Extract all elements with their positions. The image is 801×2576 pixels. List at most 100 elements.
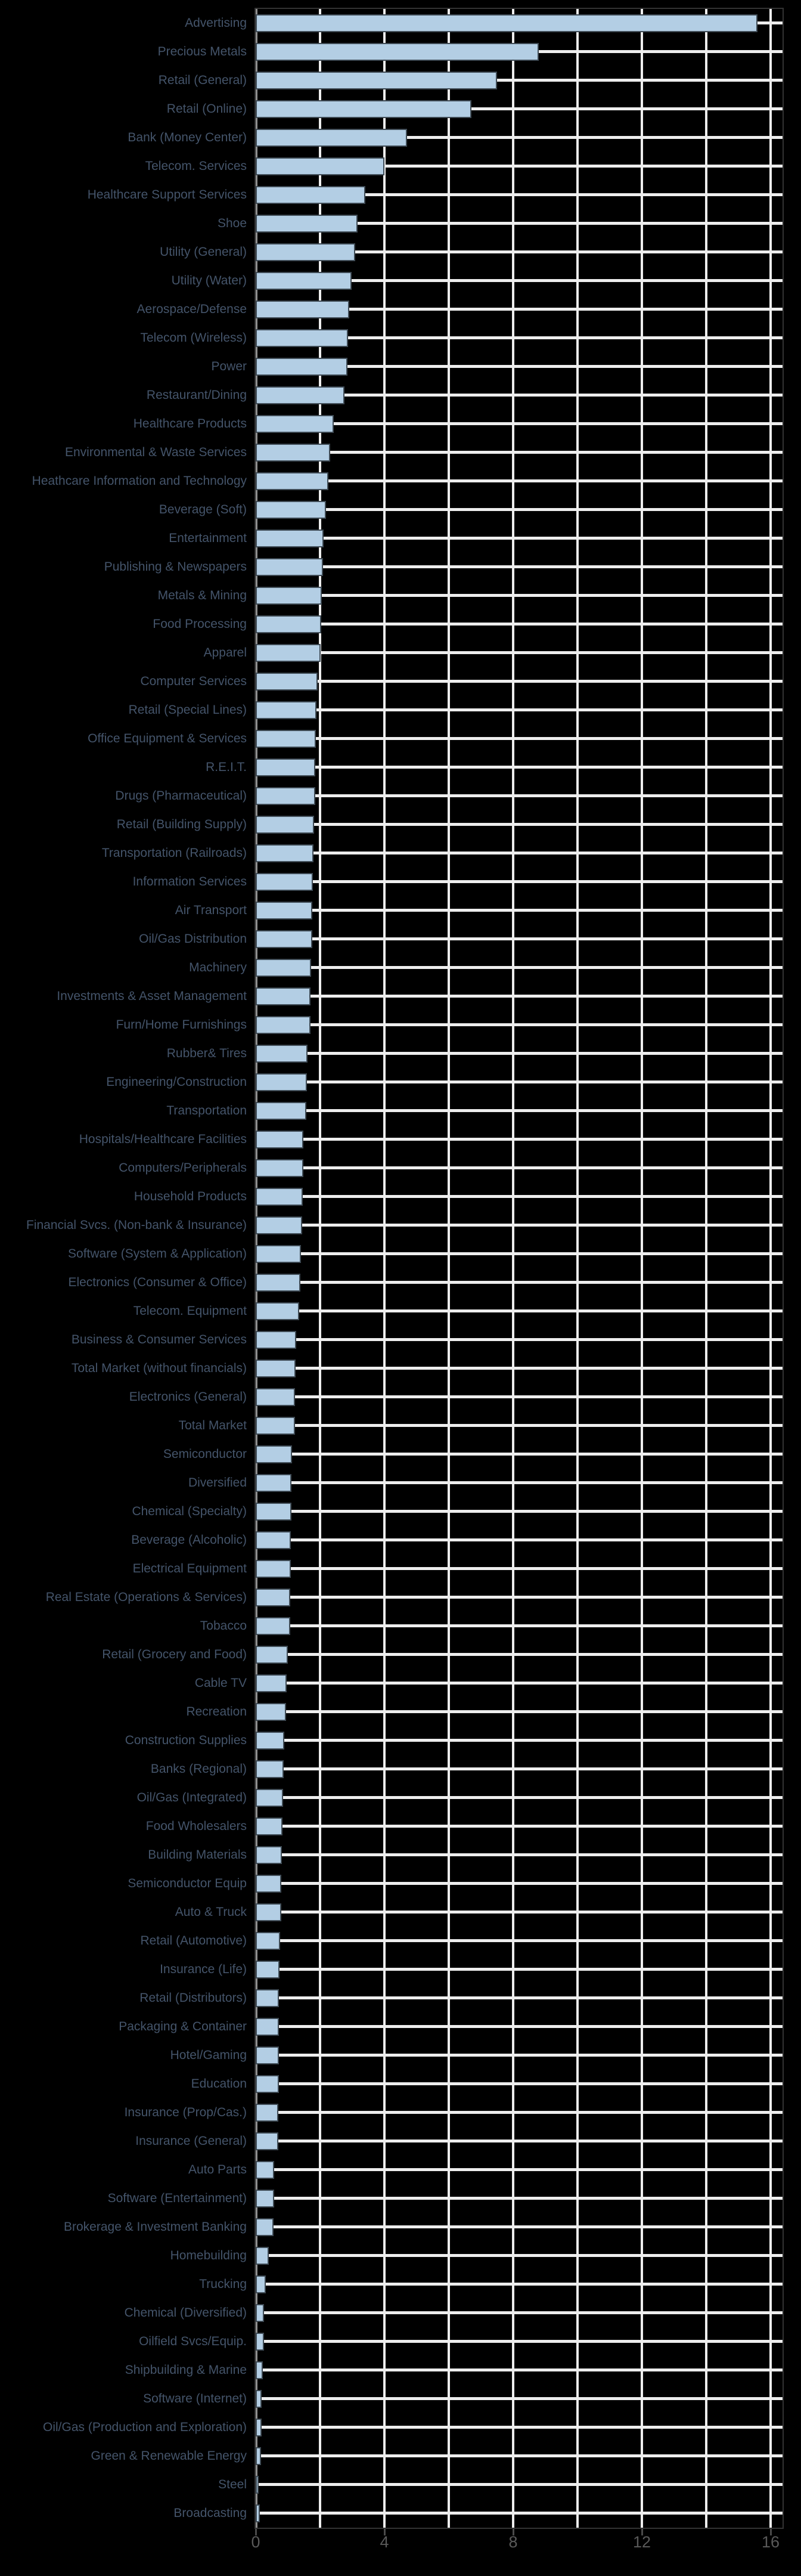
x-zero-line — [256, 9, 257, 2528]
category-label: Information Services — [132, 875, 247, 888]
row-gridline — [256, 2025, 783, 2028]
category-label: Tobacco — [200, 1619, 247, 1633]
category-label: Retail (General) — [158, 73, 247, 87]
bar — [256, 1131, 304, 1148]
row-gridline — [256, 1596, 783, 1599]
row-gridline — [256, 1796, 783, 1799]
bar — [256, 1245, 302, 1263]
row-gridline — [256, 394, 783, 397]
bar — [256, 14, 758, 32]
row-gridline — [256, 1538, 783, 1541]
bar — [256, 415, 334, 433]
category-label: Healthcare Products — [133, 417, 247, 431]
category-label: Auto & Truck — [175, 1905, 247, 1919]
bar — [256, 1589, 291, 1606]
bar — [256, 816, 314, 834]
category-label: Shipbuilding & Marine — [125, 2363, 247, 2377]
category-label: Electronics (General) — [129, 1390, 247, 1404]
bar — [256, 2504, 260, 2522]
row-gridline — [256, 937, 783, 940]
row-gridline — [256, 1109, 783, 1112]
row-gridline — [256, 909, 783, 912]
bar — [256, 43, 539, 61]
category-label: Furn/Home Furnishings — [116, 1018, 247, 1032]
bar — [256, 1216, 303, 1234]
bar — [256, 1445, 293, 1463]
bar — [256, 2190, 275, 2207]
category-label: Computer Services — [140, 674, 247, 688]
bar — [256, 2218, 274, 2236]
bar — [256, 1503, 291, 1521]
bar — [256, 358, 347, 376]
category-label: Financial Svcs. (Non-bank & Insurance) — [26, 1218, 247, 1232]
x-gridline-14 — [705, 9, 707, 2528]
bar — [256, 2476, 259, 2494]
category-label: Building Materials — [148, 1848, 247, 1862]
bar — [256, 215, 358, 233]
bar — [256, 1073, 308, 1091]
x-tick-label: 16 — [761, 2533, 780, 2551]
row-gridline — [256, 2311, 783, 2314]
row-gridline — [256, 2512, 783, 2515]
bar — [256, 1932, 281, 1950]
bar — [256, 1560, 291, 1578]
category-label: Publishing & Newspapers — [104, 560, 247, 574]
row-gridline — [256, 823, 783, 826]
category-label: Food Processing — [153, 617, 247, 631]
row-gridline — [256, 222, 783, 225]
bar — [256, 2104, 279, 2122]
category-label: Recreation — [186, 1705, 247, 1719]
row-gridline — [256, 1224, 783, 1227]
bar — [256, 1961, 280, 1979]
bar — [256, 1474, 292, 1492]
category-label: Restaurant/Dining — [146, 388, 247, 402]
category-label: Telecom. Equipment — [133, 1304, 247, 1318]
bar — [256, 2075, 279, 2093]
x-gridline-16 — [769, 9, 772, 2528]
row-gridline — [256, 508, 783, 511]
bar — [256, 2161, 275, 2179]
row-gridline — [256, 1367, 783, 1370]
row-gridline — [256, 2483, 783, 2486]
category-label: Steel — [218, 2478, 247, 2491]
bar — [256, 730, 316, 748]
category-label: Software (System & Application) — [68, 1247, 247, 1261]
category-label: Retail (Grocery and Food) — [102, 1648, 247, 1661]
row-gridline — [256, 651, 783, 654]
category-label: Investments & Asset Management — [57, 989, 247, 1003]
category-label: Entertainment — [169, 531, 247, 545]
category-label: Telecom (Wireless) — [140, 331, 247, 345]
category-label: Electrical Equipment — [132, 1562, 247, 1575]
bar — [256, 1674, 287, 1692]
row-gridline — [256, 2454, 783, 2457]
x-gridline-10 — [576, 9, 579, 2528]
bar — [256, 2390, 262, 2408]
category-label: Drugs (Pharmaceutical) — [115, 789, 247, 803]
row-gridline — [256, 2197, 783, 2200]
category-label: Insurance (Life) — [160, 1962, 247, 1976]
bar — [256, 1045, 308, 1063]
row-gridline — [256, 852, 783, 854]
category-label: Semiconductor — [163, 1447, 247, 1461]
row-gridline — [256, 2140, 783, 2142]
row-gridline — [256, 2283, 783, 2286]
bar — [256, 301, 349, 318]
category-label: Aerospace/Defense — [136, 302, 247, 316]
category-label: Transportation (Railroads) — [101, 846, 247, 860]
bar — [256, 615, 321, 633]
category-label: Power — [211, 360, 247, 373]
bar — [256, 329, 348, 347]
category-label: Broadcasting — [173, 2506, 247, 2520]
category-label: Insurance (General) — [135, 2134, 247, 2148]
x-gridline-12 — [641, 9, 643, 2528]
bar — [256, 2018, 280, 2036]
category-label: Oil/Gas (Integrated) — [136, 1791, 247, 1804]
bar — [256, 1388, 296, 1406]
category-label: Software (Entertainment) — [107, 2191, 247, 2205]
x-axis-tick — [770, 2529, 772, 2535]
bar — [256, 444, 331, 462]
category-label: Trucking — [199, 2277, 247, 2291]
category-label: Advertising — [185, 16, 247, 30]
category-label: Food Wholesalers — [145, 1819, 247, 1833]
